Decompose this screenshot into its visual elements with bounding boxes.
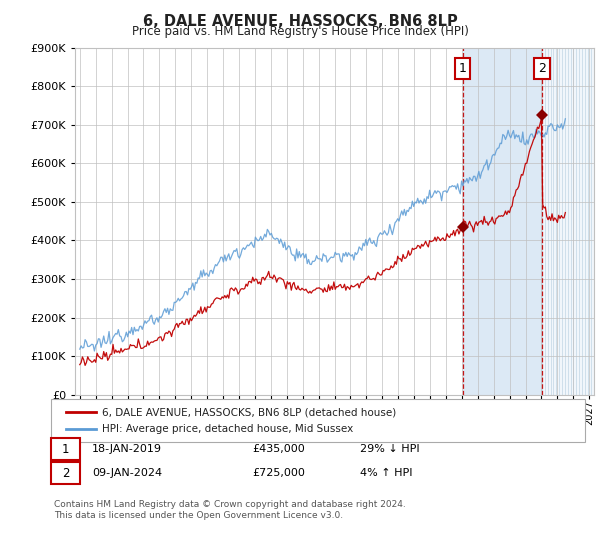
Text: 2: 2 xyxy=(538,62,546,75)
Text: 1: 1 xyxy=(459,62,467,75)
Bar xyxy=(463,48,542,395)
Text: 29% ↓ HPI: 29% ↓ HPI xyxy=(360,444,419,454)
Text: 6, DALE AVENUE, HASSOCKS, BN6 8LP: 6, DALE AVENUE, HASSOCKS, BN6 8LP xyxy=(143,14,457,29)
Text: 18-JAN-2019: 18-JAN-2019 xyxy=(92,444,162,454)
Bar xyxy=(542,48,594,395)
Text: HPI: Average price, detached house, Mid Sussex: HPI: Average price, detached house, Mid … xyxy=(102,424,353,434)
Text: 09-JAN-2024: 09-JAN-2024 xyxy=(92,468,162,478)
Text: 4% ↑ HPI: 4% ↑ HPI xyxy=(360,468,413,478)
Text: Contains HM Land Registry data © Crown copyright and database right 2024.
This d: Contains HM Land Registry data © Crown c… xyxy=(54,500,406,520)
Text: 2: 2 xyxy=(62,466,69,480)
Text: Price paid vs. HM Land Registry's House Price Index (HPI): Price paid vs. HM Land Registry's House … xyxy=(131,25,469,38)
Text: £435,000: £435,000 xyxy=(252,444,305,454)
Bar xyxy=(542,48,594,395)
Text: 1: 1 xyxy=(62,442,69,456)
Text: 6, DALE AVENUE, HASSOCKS, BN6 8LP (detached house): 6, DALE AVENUE, HASSOCKS, BN6 8LP (detac… xyxy=(102,407,396,417)
Text: £725,000: £725,000 xyxy=(252,468,305,478)
